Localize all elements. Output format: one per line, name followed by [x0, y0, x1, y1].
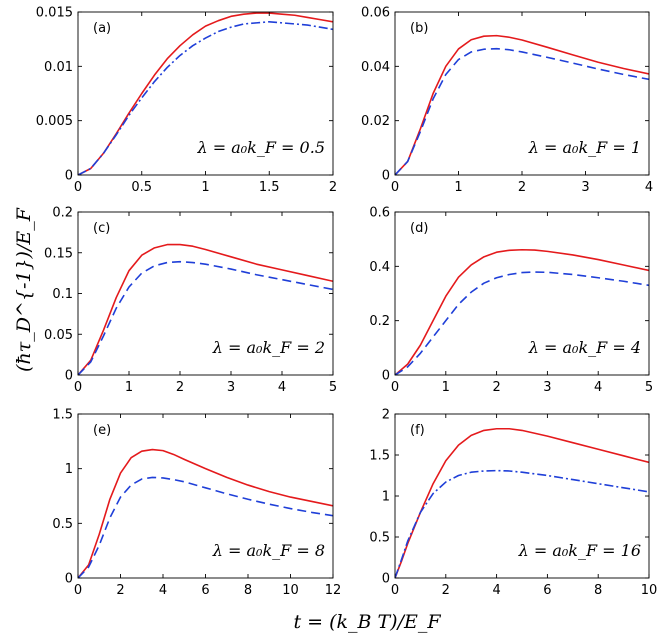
x-tick-label-2-2: 2	[176, 380, 184, 395]
y-tick-label-0-1: 0.005	[36, 114, 73, 129]
panel-1: 0 1 2 3 4 0 0.02 0.04 0.06 (b) λ = a₀k_F = 1	[361, 6, 653, 196]
x-tick-label-1-3: 3	[581, 180, 589, 195]
panel-label-0: (a)	[93, 21, 111, 36]
series-line-0-1	[78, 20, 333, 175]
plot-frame-3	[394, 211, 650, 376]
series-line-3-1	[395, 271, 649, 375]
series-line-4-0	[78, 448, 333, 578]
x-tick-label-5-5: 10	[641, 583, 658, 598]
lambda-annotation-5: λ = a₀k_F = 16	[518, 541, 641, 560]
y-tick-label-4-2: 1	[65, 462, 73, 477]
x-tick-label-4-6: 12	[325, 583, 342, 598]
series-line-4-1	[78, 476, 333, 578]
x-tick-label-5-2: 4	[492, 583, 500, 598]
x-tick-label-0-4: 2	[329, 180, 337, 195]
y-tick-label-5-4: 2	[382, 408, 390, 423]
x-tick-label-3-3: 3	[543, 380, 551, 395]
y-tick-label-3-1: 0.2	[369, 314, 390, 329]
panel-label-4: (e)	[93, 423, 111, 438]
panel-label-5: (f)	[410, 423, 425, 438]
x-tick-label-0-2: 1	[201, 180, 209, 195]
y-tick-label-4-1: 0.5	[52, 517, 73, 532]
x-tick-label-3-0: 0	[391, 380, 399, 395]
y-tick-label-1-0: 0	[382, 169, 390, 184]
y-tick-label-5-3: 1.5	[369, 449, 390, 464]
y-tick-label-2-4: 0.2	[52, 206, 73, 221]
y-tick-label-0-0: 0	[65, 169, 73, 184]
x-tick-label-0-0: 0	[74, 180, 82, 195]
series-line-2-0	[78, 243, 333, 375]
series-line-0-0	[78, 12, 333, 175]
y-tick-label-2-0: 0	[65, 369, 73, 384]
x-tick-label-5-0: 0	[391, 583, 399, 598]
x-tick-label-4-5: 10	[282, 583, 299, 598]
lambda-annotation-0: λ = a₀k_F = 0.5	[197, 138, 326, 157]
lambda-annotation-2: λ = a₀k_F = 2	[212, 338, 325, 357]
series-line-3-0	[395, 248, 649, 375]
x-tick-label-3-1: 1	[442, 380, 450, 395]
x-axis-label: t = (k_B T)/E_F	[293, 611, 441, 633]
y-tick-label-1-2: 0.04	[361, 60, 390, 75]
y-tick-label-2-2: 0.1	[52, 287, 73, 302]
series-line-5-1	[395, 469, 649, 578]
x-tick-label-4-3: 6	[201, 583, 209, 598]
x-tick-label-1-2: 2	[518, 180, 526, 195]
panel-5: 0 2 4 6 8 10 0 0.5 1 1.5 2 (f) λ = a₀k_F = 16	[369, 408, 657, 599]
y-axis-label: (ħτ_D^{-1})/E_F	[13, 207, 35, 372]
x-tick-label-2-4: 4	[278, 380, 286, 395]
x-tick-label-0-1: 0.5	[131, 180, 152, 195]
series-line-1-0	[395, 34, 649, 175]
series-line-2-1	[78, 260, 333, 375]
x-tick-label-4-1: 2	[116, 583, 124, 598]
x-tick-label-1-4: 4	[645, 180, 653, 195]
x-tick-label-3-4: 4	[594, 380, 602, 395]
panel-4: 0 2 4 6 8 10 12 0 0.5 1 1.5 (e) λ = a₀k_F = 8	[52, 408, 341, 599]
x-tick-label-2-5: 5	[329, 380, 337, 395]
y-tick-label-2-1: 0.05	[44, 328, 73, 343]
y-tick-label-1-3: 0.06	[361, 6, 390, 21]
x-tick-label-0-3: 1.5	[259, 180, 280, 195]
panel-label-3: (d)	[410, 221, 428, 236]
x-tick-label-4-0: 0	[74, 583, 82, 598]
y-tick-label-5-1: 0.5	[369, 531, 390, 546]
lambda-annotation-3: λ = a₀k_F = 4	[528, 338, 641, 357]
panel-label-2: (c)	[93, 221, 110, 236]
y-tick-label-3-3: 0.6	[369, 206, 390, 221]
x-tick-label-2-3: 3	[227, 380, 235, 395]
x-tick-label-1-0: 0	[391, 180, 399, 195]
x-tick-label-2-1: 1	[125, 380, 133, 395]
x-tick-label-5-4: 8	[594, 583, 602, 598]
lambda-annotation-1: λ = a₀k_F = 1	[528, 138, 641, 157]
panel-2: 0 1 2 3 4 5 0 0.05 0.1 0.15 0.2 (c) λ = a₀k_F = 2	[44, 206, 337, 396]
lambda-annotation-4: λ = a₀k_F = 8	[212, 541, 325, 560]
panel-0: 0 0.5 1 1.5 2 0 0.005 0.01 0.015 (a) λ = a₀k_F = 0…	[36, 6, 337, 196]
x-tick-label-3-5: 5	[645, 380, 653, 395]
y-tick-label-0-3: 0.015	[36, 6, 73, 21]
y-tick-label-4-3: 1.5	[52, 408, 73, 423]
x-tick-label-4-4: 8	[244, 583, 252, 598]
y-tick-label-0-2: 0.01	[44, 60, 73, 75]
x-tick-label-5-3: 6	[543, 583, 551, 598]
x-tick-label-3-2: 2	[492, 380, 500, 395]
y-tick-label-1-1: 0.02	[361, 114, 390, 129]
x-tick-label-5-1: 2	[442, 583, 450, 598]
x-tick-label-2-0: 0	[74, 380, 82, 395]
panel-label-1: (b)	[410, 21, 428, 36]
x-tick-label-4-2: 4	[159, 583, 167, 598]
x-tick-label-1-1: 1	[454, 180, 462, 195]
y-tick-label-5-2: 1	[382, 490, 390, 505]
panel-3: 0 1 2 3 4 5 0 0.2 0.4 0.6 (d) λ = a₀k_F = 4	[369, 206, 653, 396]
y-tick-label-3-2: 0.4	[369, 260, 390, 275]
y-tick-label-4-0: 0	[65, 572, 73, 587]
y-tick-label-5-0: 0	[382, 572, 390, 587]
y-tick-label-3-0: 0	[382, 369, 390, 384]
y-tick-label-2-3: 0.15	[44, 246, 73, 261]
